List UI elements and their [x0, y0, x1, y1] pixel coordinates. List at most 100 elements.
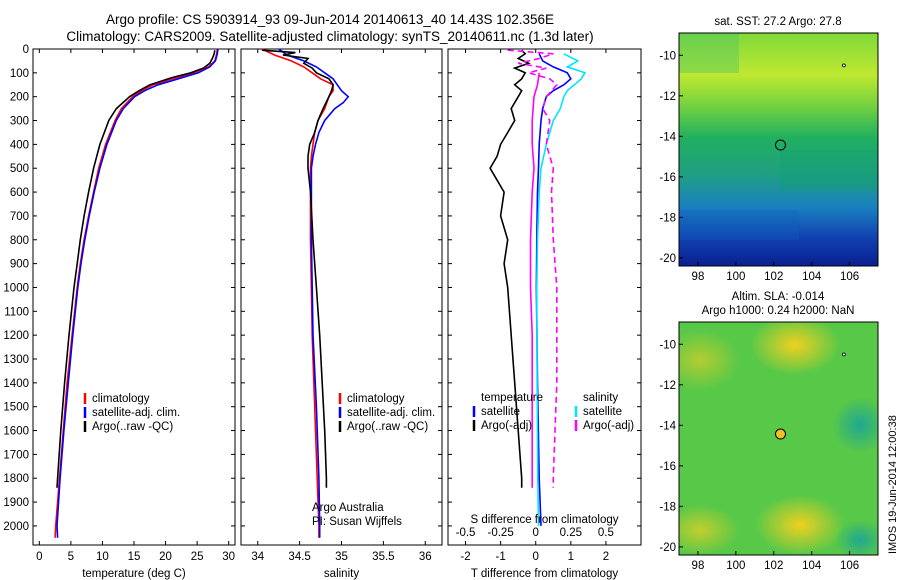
- s-tick-label: -0.5: [456, 527, 476, 539]
- sla-map-title-line2: Argo h1000: 0.24 h2000: NaN: [701, 305, 855, 317]
- x-tick-label: 20: [159, 551, 172, 563]
- salinity-panel: 34 34.5 35 35.5 36 salinity climatology satelli…: [240, 48, 443, 580]
- legend-label: climatology: [92, 393, 150, 405]
- y-tick-label: 1800: [3, 473, 29, 485]
- y-tick-label: 1900: [3, 497, 29, 509]
- map-y-tick-label: -16: [659, 172, 676, 184]
- y-tick-label: 1300: [3, 354, 29, 366]
- map-x-tick-label: 104: [802, 560, 822, 572]
- map-y-tick-label: -18: [659, 212, 676, 224]
- series-line: [261, 49, 334, 488]
- sla-map-title-line1: Altim. SLA: -0.014: [731, 291, 825, 303]
- sst-map-title: sat. SST: 27.2 Argo: 27.8: [714, 16, 842, 28]
- map-x-tick-label: 102: [764, 271, 783, 283]
- map-y-tick-label: -14: [659, 420, 676, 432]
- y-tick-label: 1500: [3, 402, 29, 414]
- island-marker: [841, 63, 846, 68]
- x-tick-label: 10: [96, 551, 109, 563]
- series-line: [535, 53, 587, 526]
- y-tick-label: 500: [10, 163, 29, 175]
- legend-label: Argo(..raw -QC): [92, 421, 173, 433]
- difference-panel: -2 -1 0 1 2 T difference from climatology -0.5…: [447, 48, 642, 580]
- map-y-tick-label: -20: [659, 253, 676, 265]
- y-tick-label: 600: [10, 187, 29, 199]
- map-y-tick-label: -16: [659, 461, 676, 473]
- x-tick-label: 34: [251, 551, 264, 563]
- figure-title-line2: Climatology: CARS2009. Satellite-adjuste…: [66, 29, 594, 44]
- map-x-tick-label: 100: [726, 560, 745, 572]
- legend-label: satellite: [583, 406, 622, 418]
- map-y-tick-label: -12: [659, 380, 676, 392]
- x-tick-label: 1: [568, 551, 574, 563]
- series-line: [507, 49, 558, 488]
- series-line: [54, 48, 219, 538]
- y-tick-label: 700: [10, 211, 29, 223]
- legend-label: Argo(..raw -QC): [347, 421, 428, 433]
- temperature-panel: 0 5 10 15 20 25 300100200300400500600700800900…: [3, 44, 236, 580]
- island-marker: [841, 352, 846, 357]
- x-tick-label: 34.5: [288, 551, 310, 563]
- map-y-tick-label: -12: [659, 91, 676, 103]
- x-tick-label: 2: [603, 551, 609, 563]
- y-tick-label: 400: [10, 139, 29, 151]
- y-tick-label: 900: [10, 259, 29, 271]
- s-tick-label: 0: [533, 527, 539, 539]
- y-tick-label: 1700: [3, 449, 29, 461]
- legend-label: satellite-adj. clim.: [347, 407, 435, 419]
- legend-label: Argo(-adj): [481, 420, 532, 432]
- map-frame: [678, 321, 879, 556]
- map-x-tick-label: 106: [840, 560, 859, 572]
- s-tick-label: 0.25: [560, 527, 582, 539]
- x-tick-label: -2: [460, 551, 470, 563]
- map-y-tick-label: -20: [659, 542, 676, 554]
- y-tick-label: 0: [23, 44, 29, 56]
- credit-line1: Argo Australia: [312, 502, 384, 514]
- map-y-tick-label: -14: [659, 131, 676, 143]
- x-tick-label: 30: [222, 551, 235, 563]
- map-y-tick-label: -10: [659, 50, 676, 62]
- x-axis-label: salinity: [324, 568, 359, 580]
- map-x-tick-label: 106: [840, 271, 859, 283]
- x-tick-label: 0: [36, 551, 42, 563]
- map-y-tick-label: -10: [659, 339, 676, 351]
- map-x-tick-label: 98: [692, 271, 705, 283]
- profile-location-marker: [775, 428, 787, 440]
- y-tick-label: 100: [10, 68, 29, 80]
- x-tick-label: 35.5: [372, 551, 394, 563]
- y-tick-label: 800: [10, 235, 29, 247]
- credit-line2: PI: Susan Wijffels: [312, 516, 402, 528]
- plot-frame: [447, 48, 642, 546]
- legend-title-temperature: temperature: [481, 392, 543, 404]
- x-tick-label: -1: [496, 551, 506, 563]
- series-line: [529, 72, 540, 488]
- sla-map: [679, 322, 878, 555]
- map-x-tick-label: 100: [726, 271, 745, 283]
- x-axis-label: temperature (deg C): [82, 568, 186, 580]
- series-line: [489, 49, 531, 488]
- y-tick-label: 300: [10, 116, 29, 128]
- s-axis-label: S difference from climatology: [470, 514, 618, 526]
- profile-location-marker: [775, 139, 787, 151]
- x-tick-label: 25: [191, 551, 204, 563]
- y-tick-label: 1100: [4, 306, 29, 318]
- x-tick-label: 35: [335, 551, 348, 563]
- x-tick-label: 0: [533, 551, 539, 563]
- legend-label: climatology: [347, 393, 405, 405]
- map-x-tick-label: 102: [764, 560, 783, 572]
- map-frame: [678, 32, 879, 267]
- y-tick-label: 2000: [3, 521, 29, 533]
- legend-label: satellite: [481, 406, 520, 418]
- plot-frame: [240, 48, 443, 546]
- y-tick-label: 1200: [3, 330, 29, 342]
- figure-title-line1: Argo profile: CS 5903914_93 09-Jun-2014 …: [105, 12, 555, 27]
- y-tick-label: 1400: [3, 378, 29, 390]
- y-tick-label: 1000: [3, 282, 29, 294]
- series-line: [278, 48, 350, 538]
- series-line: [56, 48, 219, 538]
- y-tick-label: 1600: [3, 426, 29, 438]
- legend-title-salinity: salinity: [583, 392, 618, 404]
- s-tick-label: 0.5: [598, 527, 614, 539]
- map-x-tick-label: 98: [692, 560, 705, 572]
- x-tick-label: 15: [128, 551, 141, 563]
